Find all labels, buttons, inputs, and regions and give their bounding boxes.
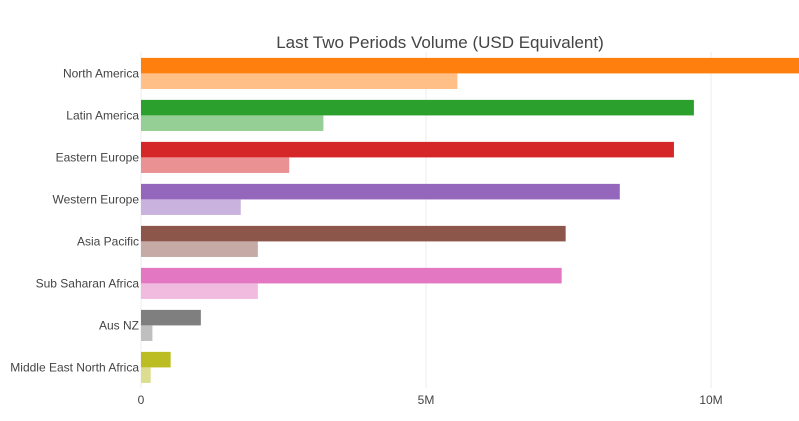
bar-previous-1 (141, 115, 324, 131)
bar-previous-2 (141, 157, 290, 173)
bar-latest-1 (141, 99, 694, 116)
y-axis-label: North America (63, 66, 139, 80)
bar-latest-2 (141, 141, 674, 158)
y-axis-label: Eastern Europe (56, 150, 140, 164)
bar-previous-0 (141, 73, 458, 89)
bar-latest-6 (141, 309, 201, 326)
bars-group (141, 57, 799, 383)
bar-latest-4 (141, 225, 566, 242)
x-tick-label: 10M (699, 393, 722, 407)
bar-previous-3 (141, 199, 241, 215)
y-axis-label: Sub Saharan Africa (36, 276, 140, 290)
bar-previous-5 (141, 283, 258, 299)
y-axis-label: Middle East North Africa (10, 360, 139, 374)
y-axis-label: Asia Pacific (77, 234, 139, 248)
y-axis-label: Western Europe (53, 192, 140, 206)
x-tick-label: 5M (418, 393, 435, 407)
y-axis-labels: North America Latin America Eastern Europe… (10, 66, 139, 374)
x-axis-tick-labels: 05M10M15M20M (138, 393, 723, 407)
bar-previous-7 (141, 367, 151, 383)
bar-previous-6 (141, 325, 153, 341)
bar-latest-0 (141, 57, 799, 74)
bar-latest-5 (141, 267, 562, 284)
bar-latest-7 (141, 351, 171, 368)
y-axis-label: Latin America (66, 108, 139, 122)
bar-latest-3 (141, 183, 620, 200)
bar-previous-4 (141, 241, 258, 257)
x-tick-label: 0 (138, 393, 145, 407)
y-axis-label: Aus NZ (99, 318, 139, 332)
chart-title: Last Two Periods Volume (USD Equivalent) (276, 33, 604, 52)
